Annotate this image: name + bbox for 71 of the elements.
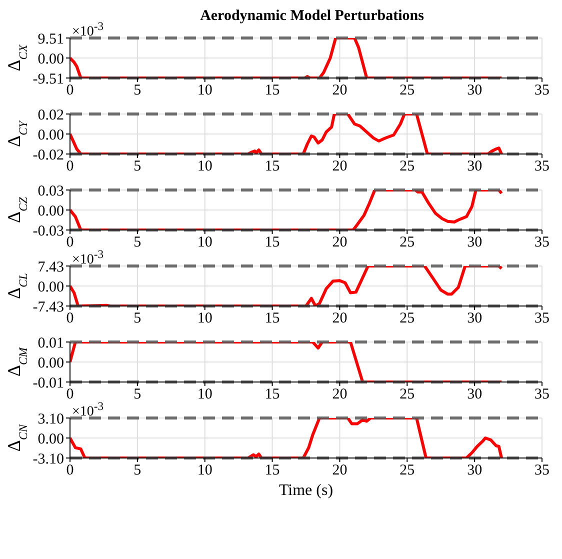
x-tick-label: 25: [400, 82, 415, 99]
x-tick-label: 5: [134, 234, 142, 251]
x-tick-label: 10: [197, 462, 212, 479]
x-tick-label: 10: [197, 82, 212, 99]
y-tick-label: -0.03: [32, 223, 64, 240]
x-tick-label: 15: [264, 462, 280, 479]
x-tick-label: 15: [264, 386, 280, 403]
x-tick-label: 0: [66, 82, 74, 99]
x-tick-label: 35: [534, 158, 550, 175]
x-tick-label: 30: [467, 82, 482, 99]
x-tick-label: 35: [534, 310, 550, 327]
x-tick-label: 10: [197, 386, 212, 403]
x-tick-label: 15: [264, 82, 280, 99]
x-tick-label: 10: [197, 310, 212, 327]
x-tick-label: 10: [197, 158, 212, 175]
x-tick-label: 20: [332, 82, 348, 99]
y-tick-label: -0.01: [32, 375, 64, 392]
x-tick-label: 30: [467, 462, 482, 479]
x-tick-label: 25: [400, 386, 415, 403]
annotation: ×10$^{-3}$: [72, 400, 104, 421]
x-tick-label: 25: [400, 234, 415, 251]
x-tick-label: 30: [467, 234, 482, 251]
x-tick-label: 20: [332, 462, 348, 479]
x-tick-label: 35: [534, 82, 550, 99]
y-tick-label: -9.51: [32, 71, 64, 88]
x-tick-label: 30: [467, 158, 482, 175]
y-tick-label: 0.00: [38, 51, 64, 68]
y-tick-label: 0.00: [38, 203, 64, 220]
y-tick-label: 0.00: [38, 279, 64, 296]
chart-title: Aerodynamic Model Perturbations: [200, 8, 424, 24]
x-tick-label: 5: [134, 310, 142, 327]
x-tick-label: 35: [534, 234, 550, 251]
x-axis-title: Time (s): [278, 481, 334, 501]
y-tick-label: 0.00: [38, 127, 64, 144]
x-tick-label: 35: [534, 462, 550, 479]
y-tick-label: 3.10: [38, 411, 64, 428]
x-tick-label: 20: [332, 386, 348, 403]
x-tick-label: 5: [134, 462, 142, 479]
y-tick-label: 0.00: [38, 355, 64, 372]
x-tick-label: 15: [264, 158, 280, 175]
x-tick-label: 5: [134, 82, 142, 99]
y-tick-label: 0.01: [38, 335, 64, 352]
x-tick-label: 25: [400, 158, 415, 175]
x-tick-label: 25: [400, 462, 415, 479]
x-tick-label: 0: [66, 310, 74, 327]
y-tick-label: -0.02: [32, 147, 64, 164]
y-tick-label: -7.43: [32, 299, 64, 316]
x-tick-label: 0: [66, 386, 74, 403]
y-tick-label: 0.03: [38, 183, 64, 200]
annotation: ×10$^{-3}$: [72, 248, 104, 269]
y-tick-label: -3.10: [32, 451, 64, 468]
x-tick-label: 30: [467, 386, 482, 403]
x-tick-label: 5: [134, 386, 142, 403]
x-tick-label: 15: [264, 310, 280, 327]
x-tick-label: 15: [264, 234, 280, 251]
y-tick-label: 0.00: [38, 431, 64, 448]
x-tick-label: 5: [134, 158, 142, 175]
x-tick-label: 0: [66, 158, 74, 175]
x-tick-label: 10: [197, 234, 212, 251]
y-tick-label: 9.51: [38, 31, 64, 48]
x-tick-label: 35: [534, 386, 550, 403]
x-tick-label: 20: [332, 158, 348, 175]
x-tick-label: 30: [467, 310, 482, 327]
x-tick-label: 25: [400, 310, 415, 327]
y-tick-label: 7.43: [38, 259, 64, 276]
x-tick-label: 20: [332, 310, 348, 327]
x-tick-label: 20: [332, 234, 348, 251]
y-tick-label: 0.02: [38, 107, 64, 124]
annotation: ×10$^{-3}$: [72, 20, 104, 41]
x-tick-label: 0: [66, 462, 74, 479]
x-tick-label: 0: [66, 234, 74, 251]
